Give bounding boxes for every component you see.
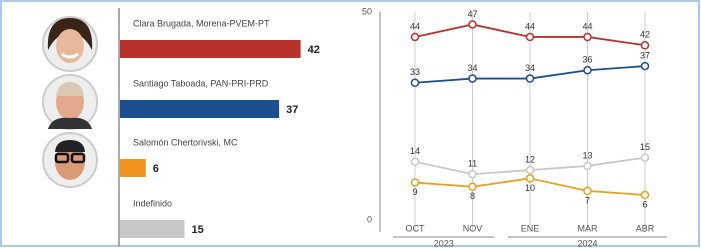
x-tick-label: MAR <box>578 223 599 233</box>
data-label: 33 <box>410 67 420 77</box>
point <box>469 171 476 178</box>
candidate-name: Salomón Chertorivski, MC <box>133 137 238 147</box>
page: Clara Brugada, Morena-PVEM-PT 42 Santiago … <box>0 0 701 248</box>
data-label: 11 <box>468 159 477 169</box>
point <box>527 175 534 182</box>
point <box>584 162 591 169</box>
data-label: 10 <box>525 183 535 193</box>
photo <box>43 75 97 129</box>
value-label: 37 <box>286 104 298 116</box>
point <box>584 67 591 74</box>
point <box>642 154 649 161</box>
data-label: 12 <box>525 154 535 164</box>
data-label: 42 <box>640 30 650 40</box>
data-label: 44 <box>410 21 420 31</box>
point <box>412 158 419 165</box>
data-label: 34 <box>467 63 477 73</box>
value-label: 6 <box>153 163 159 175</box>
point <box>584 33 591 40</box>
bar <box>120 100 279 118</box>
point <box>469 21 476 28</box>
data-label: 9 <box>412 187 417 197</box>
bar <box>120 40 301 58</box>
data-label: 44 <box>525 21 535 31</box>
x-tick-label: ABR <box>636 223 655 233</box>
point <box>584 187 591 194</box>
y-tick-label: 50 <box>362 6 372 16</box>
candidate-name: Clara Brugada, Morena-PVEM-PT <box>133 18 270 28</box>
data-label: 7 <box>585 195 590 205</box>
x-tick-label: NOV <box>463 223 483 233</box>
photo <box>43 17 97 71</box>
bar <box>120 220 185 238</box>
point <box>412 79 419 86</box>
data-label: 14 <box>410 146 420 156</box>
data-label: 6 <box>642 199 647 209</box>
value-label: 15 <box>192 224 204 236</box>
data-label: 15 <box>640 142 650 152</box>
point <box>527 167 534 174</box>
candidate-name: Indefinido <box>133 198 172 208</box>
candidate-name: Santiago Taboada, PAN-PRI-PRD <box>133 78 269 88</box>
point <box>412 179 419 186</box>
point <box>642 192 649 199</box>
data-label: 8 <box>470 191 475 201</box>
data-label: 47 <box>467 9 477 19</box>
photo <box>43 133 97 187</box>
value-label: 42 <box>308 44 320 56</box>
x-group-label: 2024 <box>577 238 597 248</box>
point <box>527 75 534 82</box>
x-tick-label: OCT <box>406 223 426 233</box>
photos <box>43 17 97 187</box>
x-tick-label: ENE <box>521 223 540 233</box>
bar <box>120 159 146 177</box>
data-label: 36 <box>582 55 592 65</box>
data-label: 34 <box>525 63 535 73</box>
y-tick-label: 0 <box>367 214 372 224</box>
data-label: 44 <box>582 21 592 31</box>
data-label: 37 <box>640 50 650 60</box>
point <box>642 42 649 49</box>
data-label: 13 <box>582 150 592 160</box>
point <box>412 33 419 40</box>
point <box>642 63 649 70</box>
point <box>469 183 476 190</box>
point <box>469 75 476 82</box>
point <box>527 33 534 40</box>
x-group-label: 2023 <box>434 238 454 248</box>
